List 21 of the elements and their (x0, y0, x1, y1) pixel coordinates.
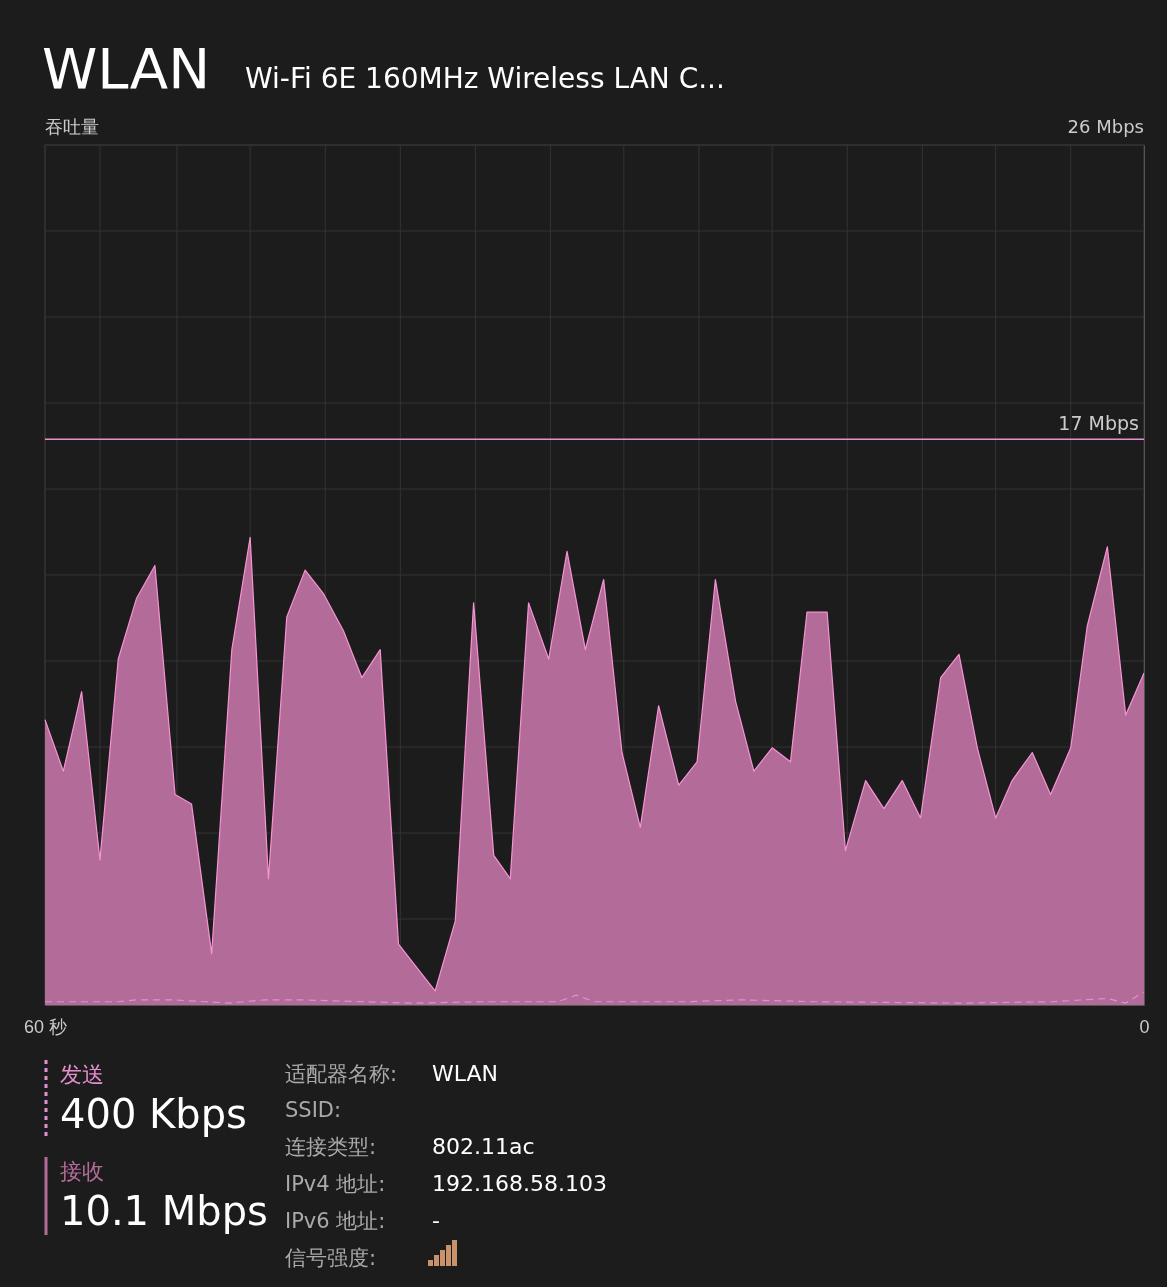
text: 连接类型: (285, 1135, 377, 1159)
ref-line-label: 17 Mbps (1058, 412, 1139, 435)
text: 吞吐量 (45, 116, 99, 137)
text: 26 Mbps (1067, 116, 1144, 137)
text: 信号强度: (285, 1246, 377, 1270)
text: 400 Kbps (60, 1091, 247, 1137)
chart-subtitle: Wi-Fi 6E 160MHz Wireless LAN C... (245, 62, 725, 95)
text: - (432, 1208, 440, 1233)
text: WLAN (432, 1061, 499, 1086)
text: IPv6 地址: (285, 1209, 386, 1233)
chart-title: WLAN (42, 36, 211, 101)
x-tick-label: 0 (1139, 1017, 1150, 1038)
text: 10.1 Mbps (60, 1188, 268, 1234)
text: 192.168.58.103 (432, 1171, 607, 1196)
text: 802.11ac (432, 1134, 535, 1159)
x-tick-label: 60 秒 (23, 1017, 68, 1038)
text: IPv4 地址: (285, 1172, 386, 1196)
text: 适配器名称: (285, 1062, 398, 1086)
text: 接收 (60, 1159, 104, 1184)
text: 发送 (60, 1062, 104, 1087)
text: SSID: (285, 1098, 342, 1122)
